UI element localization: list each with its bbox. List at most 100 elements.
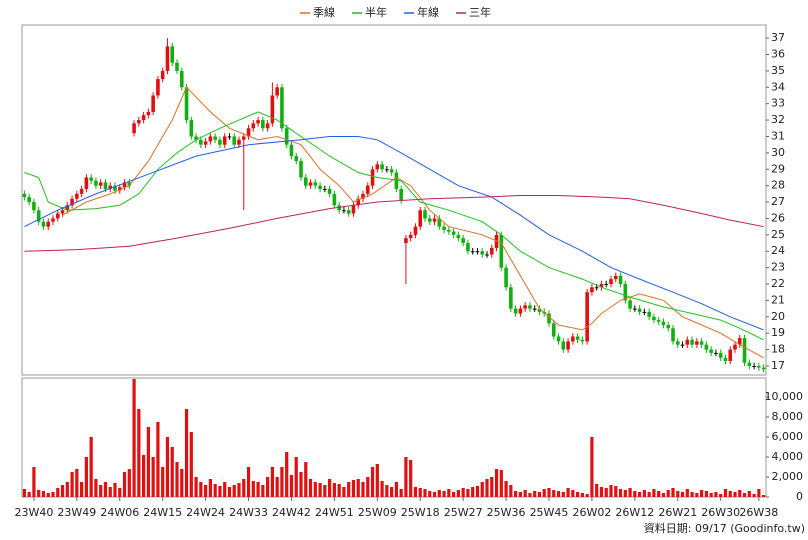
ma-line bbox=[24, 195, 764, 252]
candle-body bbox=[208, 136, 213, 142]
y-tick-label: 37 bbox=[771, 31, 785, 44]
volume-bar bbox=[437, 490, 441, 497]
candle-body bbox=[103, 182, 108, 189]
candle-body bbox=[318, 185, 322, 189]
volume-bar bbox=[576, 492, 580, 497]
volume-bar bbox=[571, 490, 575, 497]
volume-bar bbox=[642, 490, 646, 497]
candle-body bbox=[718, 352, 723, 358]
y-tick-label: 8,000 bbox=[772, 410, 804, 423]
volume-bar bbox=[475, 486, 480, 497]
volume-bar bbox=[442, 491, 446, 497]
volume-bar bbox=[375, 464, 379, 497]
volume-bar bbox=[232, 485, 236, 497]
y-tick-label: 19 bbox=[771, 326, 785, 339]
y-tick-label: 22 bbox=[771, 277, 785, 290]
candle-body bbox=[652, 316, 656, 321]
candle-body bbox=[184, 87, 189, 121]
volume-bar bbox=[103, 482, 108, 497]
candle-body bbox=[733, 344, 737, 350]
volume-bar bbox=[41, 491, 46, 497]
volume-bar bbox=[318, 483, 322, 497]
candle-body bbox=[241, 136, 246, 140]
y-tick-label: 17 bbox=[771, 359, 785, 372]
candle-body bbox=[222, 136, 227, 145]
candle-body bbox=[628, 300, 632, 309]
price-panel bbox=[21, 24, 767, 376]
volume-bar bbox=[695, 493, 699, 497]
x-tick-label: 25W45 bbox=[530, 506, 569, 519]
volume-bar bbox=[490, 477, 494, 497]
volume-bar bbox=[251, 481, 255, 497]
candle-body bbox=[175, 62, 179, 71]
volume-bar bbox=[595, 484, 599, 497]
candle-body bbox=[113, 185, 117, 191]
x-tick-label: 26W02 bbox=[572, 506, 611, 519]
candle-body bbox=[89, 177, 93, 181]
volume-bar bbox=[652, 489, 656, 497]
volume-bar bbox=[270, 467, 274, 497]
volume-bar bbox=[485, 479, 489, 497]
candle-body bbox=[456, 234, 461, 239]
volume-bar bbox=[142, 455, 146, 497]
source-note: 資料日期: 09/17 (Goodinfo.tw) bbox=[644, 521, 805, 535]
candle-body bbox=[656, 320, 661, 322]
candle-body bbox=[609, 279, 613, 285]
candle-body bbox=[551, 323, 556, 337]
candle-body bbox=[108, 185, 113, 189]
candle-body bbox=[385, 169, 389, 171]
volume-bar bbox=[661, 493, 666, 497]
candle-body bbox=[642, 311, 647, 313]
candle-body bbox=[256, 120, 260, 124]
x-tick-label: 26W21 bbox=[658, 506, 697, 519]
candle-body bbox=[413, 226, 418, 235]
candle-body bbox=[537, 308, 542, 312]
volume-bar bbox=[146, 427, 150, 497]
candle-body bbox=[623, 284, 628, 301]
x-tick-label: 24W15 bbox=[143, 506, 182, 519]
volume-bar bbox=[585, 494, 589, 497]
candle-body bbox=[547, 313, 551, 324]
volume-bar bbox=[456, 490, 460, 497]
candle-body bbox=[146, 111, 151, 116]
volume-bar bbox=[728, 491, 732, 497]
candle-body bbox=[447, 229, 451, 232]
candle-body bbox=[132, 123, 136, 134]
candle-body bbox=[232, 136, 237, 145]
x-tick-label: 26W12 bbox=[615, 506, 654, 519]
volume-bar bbox=[361, 482, 365, 497]
volume-bar bbox=[409, 460, 413, 497]
candle-body bbox=[423, 210, 427, 219]
candle-body bbox=[757, 365, 761, 368]
candle-body bbox=[556, 336, 561, 342]
y-tick-label: 18 bbox=[771, 343, 785, 356]
candle-body bbox=[270, 95, 275, 124]
candle-body bbox=[408, 234, 413, 239]
volume-bar bbox=[690, 492, 694, 497]
candle-body bbox=[156, 79, 160, 96]
candle-body bbox=[666, 325, 671, 329]
candle-body bbox=[432, 218, 437, 222]
volume-bar bbox=[452, 492, 456, 497]
volume-bar bbox=[165, 437, 170, 497]
y-tick-label: 2,000 bbox=[772, 470, 804, 483]
volume-bar bbox=[108, 487, 112, 497]
volume-bar bbox=[65, 482, 69, 497]
candle-body bbox=[370, 169, 375, 186]
candle-body bbox=[179, 70, 184, 88]
volume-bar bbox=[156, 422, 160, 497]
volume-bar bbox=[647, 492, 651, 497]
candle-body bbox=[41, 221, 46, 227]
volume-bar bbox=[747, 491, 751, 497]
candle-body bbox=[337, 205, 341, 211]
candle-body bbox=[160, 70, 165, 80]
y-tick-label: 28 bbox=[771, 179, 785, 192]
volume-bar bbox=[184, 409, 189, 497]
volume-bar bbox=[199, 482, 203, 497]
candle-body bbox=[723, 357, 728, 362]
candle-body bbox=[36, 210, 41, 222]
x-tick-label: 24W33 bbox=[229, 506, 268, 519]
candle-body bbox=[394, 172, 399, 189]
volume-bar bbox=[733, 492, 737, 497]
volume-bar bbox=[676, 491, 680, 497]
